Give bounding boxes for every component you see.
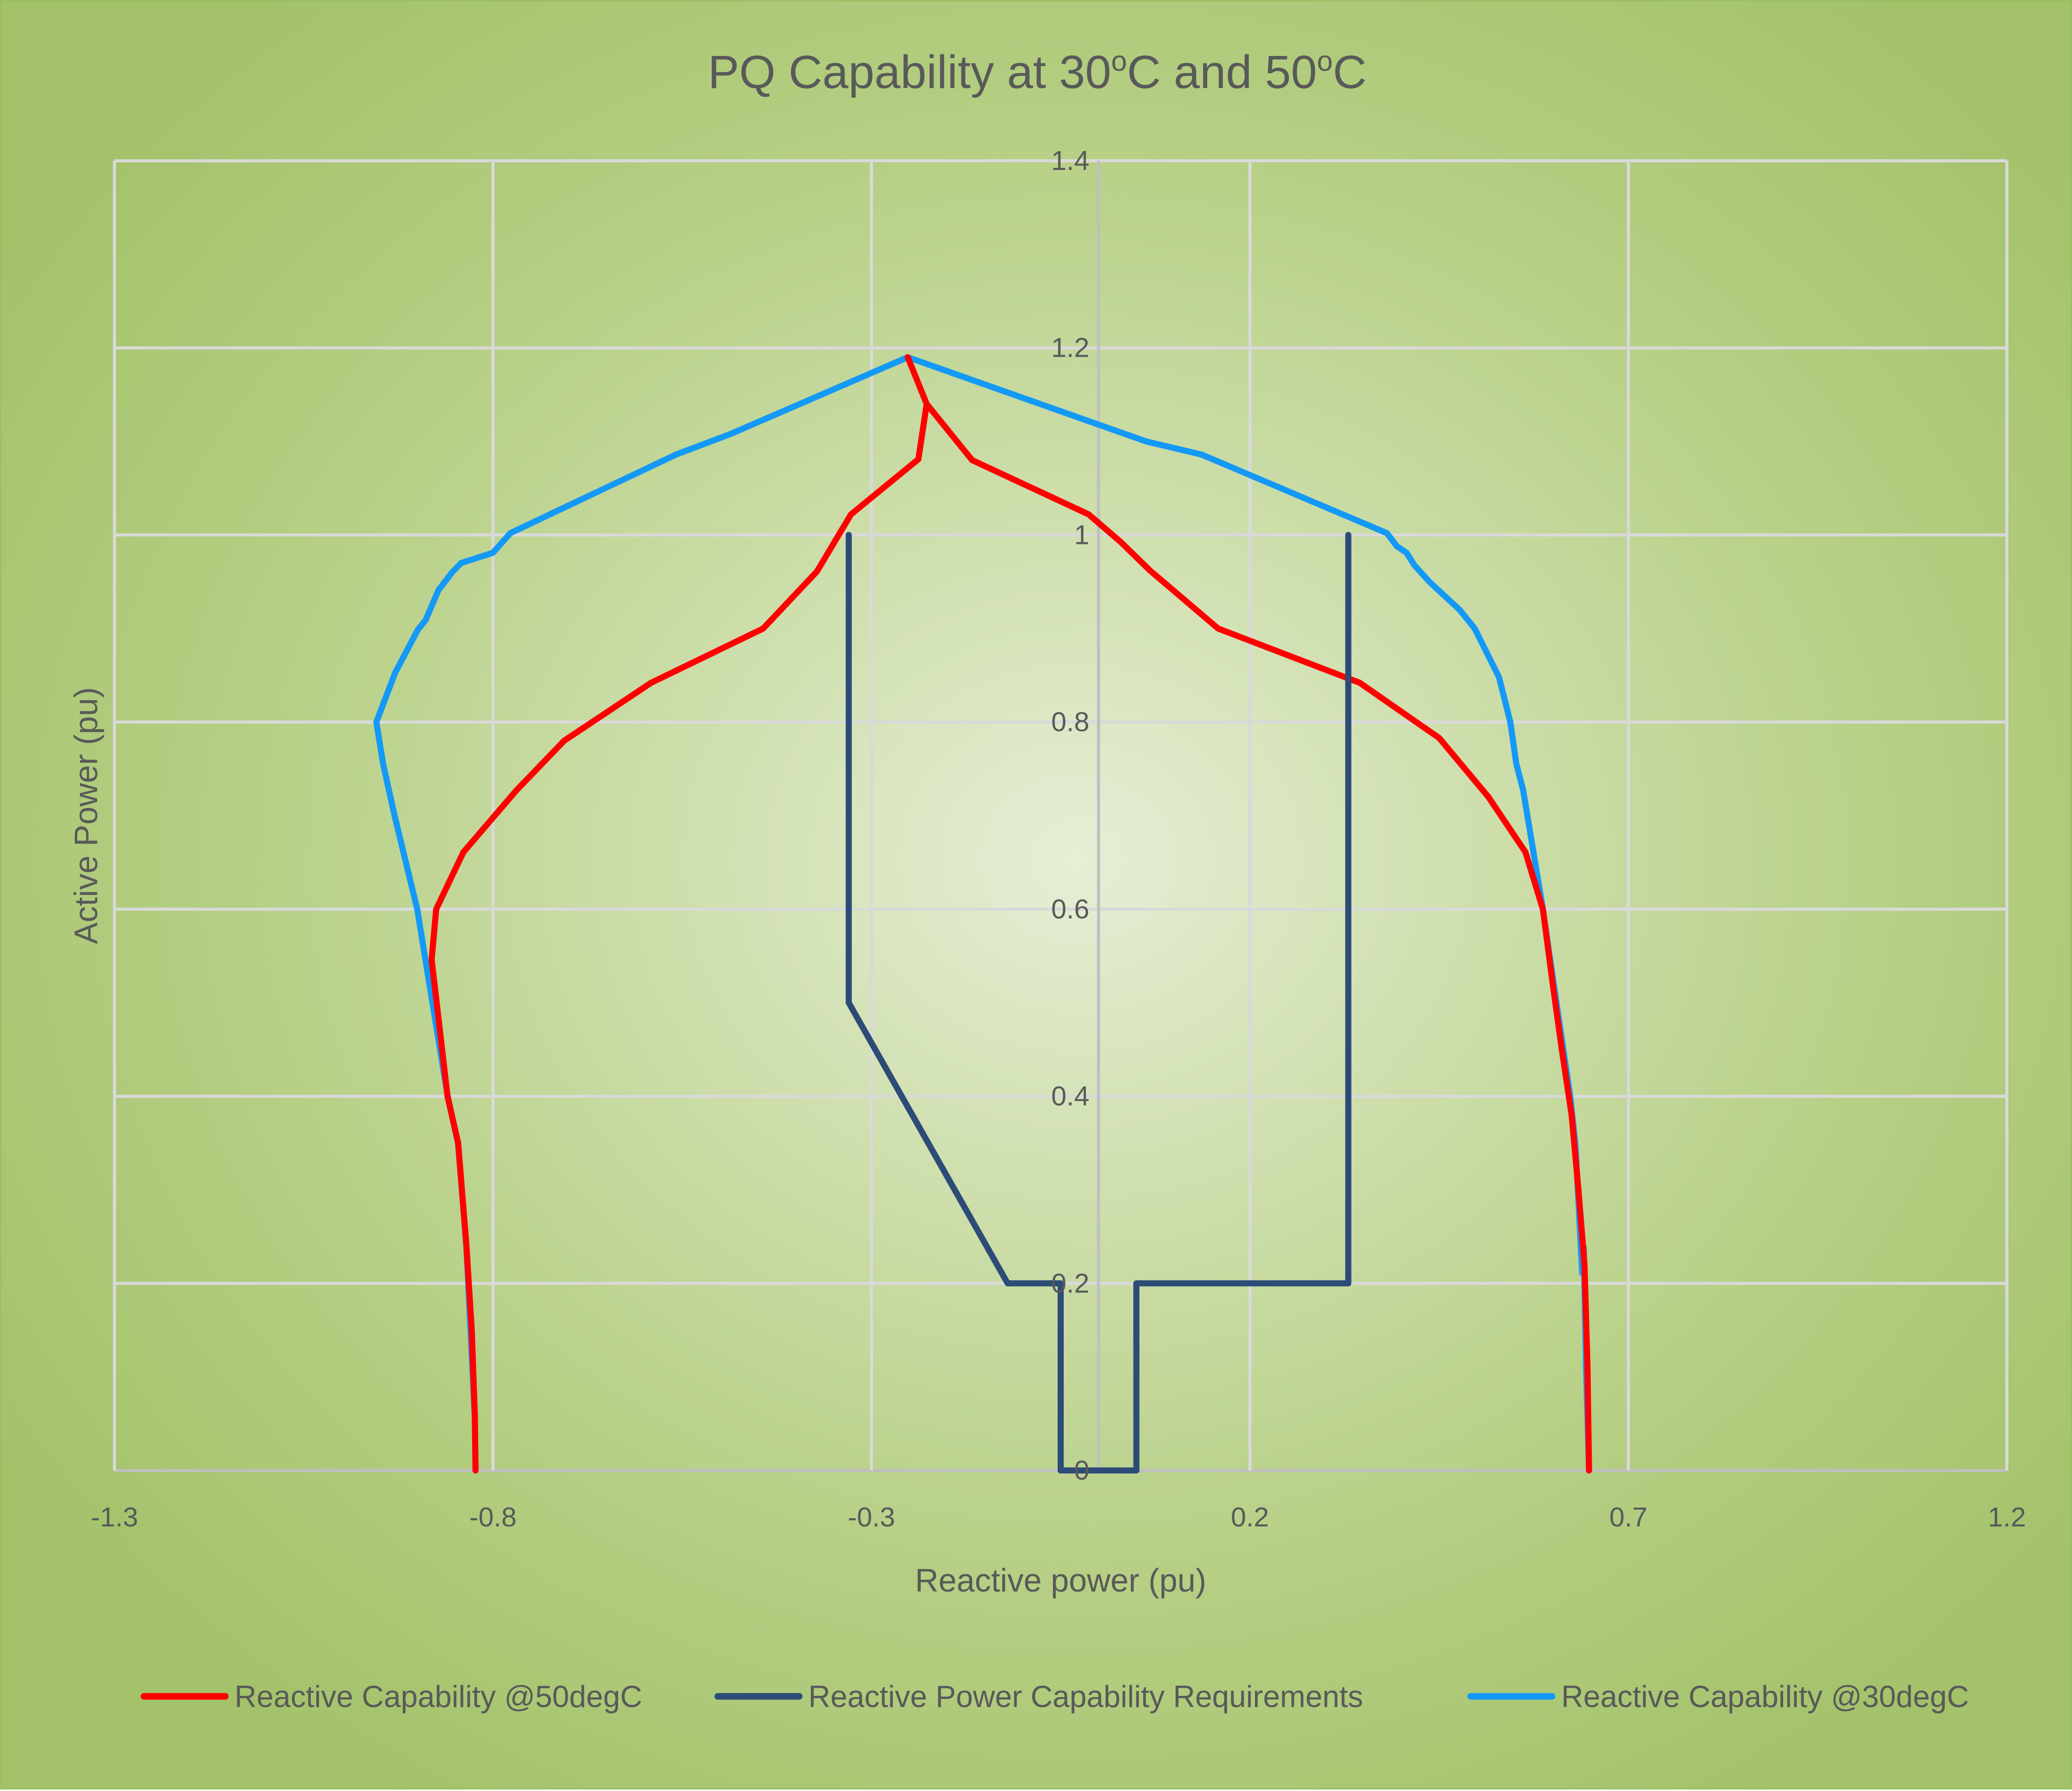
series-line-1 xyxy=(845,532,1352,1474)
y-tick-label: 1 xyxy=(1074,519,1089,550)
x-tick-label: -0.3 xyxy=(848,1502,895,1533)
y-tick-label: 1.2 xyxy=(1051,333,1089,363)
legend-item-50degC[interactable]: Reactive Capability @50degC xyxy=(140,1680,642,1714)
legend-label: Reactive Power Capability Requirements xyxy=(808,1680,1363,1714)
y-tick-label: 1.4 xyxy=(1051,146,1089,176)
x-tick-label: 1.2 xyxy=(1988,1502,2026,1533)
series-layer xyxy=(373,354,1592,1474)
legend-item-30degC[interactable]: Reactive Capability @30degC xyxy=(1467,1680,1969,1714)
x-axis-title: Reactive power (pu) xyxy=(915,1562,1207,1599)
tick-labels: 0 0.2 0.4 0.6 0.8 1 1.2 1.4 -1.3 -0.8 -0.3 0.2 0.7 1.… xyxy=(91,146,2026,1533)
y-tick-label: 0.6 xyxy=(1051,894,1089,925)
gridlines xyxy=(113,159,2008,1472)
x-tick-label: 0.2 xyxy=(1231,1502,1269,1533)
y-tick-label: 0 xyxy=(1074,1455,1089,1486)
series-line-0 xyxy=(428,354,1592,1474)
legend: Reactive Capability @50degC Reactive Pow… xyxy=(140,1680,1969,1714)
y-tick-label: 0.8 xyxy=(1051,707,1089,737)
y-axis-title: Active Power (pu) xyxy=(68,687,104,944)
y-tick-label: 0.2 xyxy=(1051,1268,1089,1298)
series-line-2 xyxy=(373,354,1592,1474)
x-tick-label: -0.8 xyxy=(469,1502,516,1533)
chart-title: PQ Capability at 30oC and 50oC xyxy=(708,45,1367,98)
y-tick-label: 0.4 xyxy=(1051,1081,1089,1112)
x-tick-label: -1.3 xyxy=(91,1502,138,1533)
x-tick-label: 0.7 xyxy=(1609,1502,1647,1533)
legend-label: Reactive Capability @50degC xyxy=(235,1680,642,1714)
legend-item-requirements[interactable]: Reactive Power Capability Requirements xyxy=(714,1680,1363,1714)
legend-label: Reactive Capability @30degC xyxy=(1561,1680,1969,1714)
